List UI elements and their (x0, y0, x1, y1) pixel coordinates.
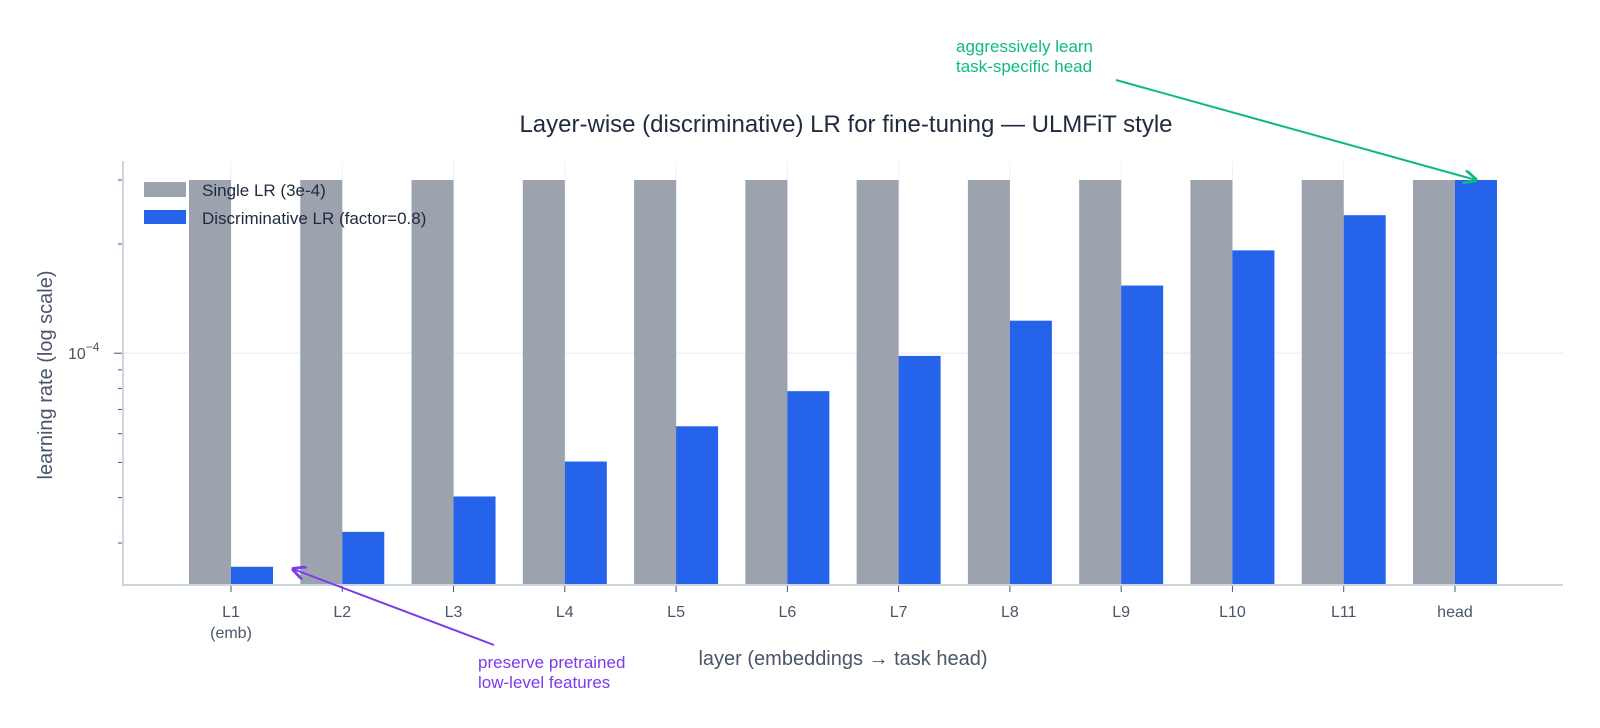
x-ticks: L1 (emb) L2 L3 L4 L5 L6 L7 L8 L9 L10 L11 head (210, 586, 1473, 642)
bar-discriminative-lr[interactable] (1343, 215, 1386, 585)
legend-swatch-discriminative (144, 210, 186, 224)
axes (122, 161, 1563, 586)
x-axis-title: layer (embeddings → task head) (698, 648, 987, 670)
x-tick-label: L10 (1219, 604, 1246, 621)
bar-single-lr[interactable] (300, 180, 343, 585)
bar-single-lr[interactable] (522, 180, 565, 585)
legend-item-discriminative-lr[interactable]: Discriminative LR (factor=0.8) (144, 209, 426, 228)
x-tick-label: L9 (1112, 604, 1130, 621)
bars (189, 180, 1497, 585)
bar-single-lr[interactable] (967, 180, 1010, 585)
x-tick-label: L11 (1331, 604, 1357, 621)
x-tick-label: L2 (333, 604, 351, 621)
legend-label-discriminative: Discriminative LR (factor=0.8) (202, 209, 426, 228)
bar-discriminative-lr[interactable] (231, 566, 273, 585)
y-axis-title: learning rate (log scale) (35, 271, 57, 480)
annotation-emb-line2: low-level features (478, 673, 610, 692)
annotation-head: aggressively learn task-specific head (956, 37, 1476, 180)
x-tick-label: L7 (890, 604, 908, 621)
annotation-emb-line1: preserve pretrained (478, 653, 625, 672)
legend-item-single-lr[interactable]: Single LR (3e-4) (144, 181, 326, 200)
bar-discriminative-lr[interactable] (1009, 320, 1052, 585)
bar-single-lr[interactable] (856, 180, 899, 585)
legend-swatch-single (144, 182, 186, 197)
bar-discriminative-lr[interactable] (342, 531, 385, 585)
annotation-head-arrow (1115, 79, 1476, 180)
bar-discriminative-lr[interactable] (1121, 285, 1164, 585)
y-ticks: 10−4 (68, 179, 122, 544)
annotation-head-line2: task-specific head (956, 57, 1092, 76)
chart-title: Layer-wise (discriminative) LR for fine-… (519, 111, 1172, 138)
annotation-emb-arrow (293, 569, 495, 646)
x-tick-label: L8 (1001, 604, 1019, 621)
x-tick-label: L1 (222, 604, 240, 621)
bar-single-lr[interactable] (1301, 180, 1344, 585)
bar-discriminative-lr[interactable] (1454, 180, 1497, 585)
x-tick-sublabel: (emb) (210, 625, 252, 642)
bar-discriminative-lr[interactable] (564, 461, 607, 585)
x-tick-label: L6 (778, 604, 796, 621)
bar-discriminative-lr[interactable] (898, 355, 941, 585)
bar-discriminative-lr[interactable] (787, 391, 830, 585)
y-tick-label: 10−4 (68, 340, 100, 363)
bar-discriminative-lr[interactable] (453, 496, 496, 585)
bar-single-lr[interactable] (1079, 180, 1122, 585)
bar-single-lr[interactable] (745, 180, 788, 585)
x-tick-label: head (1437, 604, 1473, 621)
x-tick-label: L5 (667, 604, 685, 621)
x-tick-label: L4 (556, 604, 574, 621)
annotation-head-line1: aggressively learn (956, 37, 1093, 56)
legend-label-single: Single LR (3e-4) (202, 181, 326, 200)
bar-single-lr[interactable] (189, 180, 231, 585)
bar-single-lr[interactable] (634, 180, 677, 585)
bar-single-lr[interactable] (1190, 180, 1233, 585)
bar-discriminative-lr[interactable] (676, 426, 719, 585)
x-tick-label: L3 (445, 604, 463, 621)
bar-discriminative-lr[interactable] (1232, 250, 1275, 585)
bar-single-lr[interactable] (1412, 180, 1455, 585)
annotation-emb: preserve pretrained low-level features (293, 569, 625, 692)
bar-single-lr[interactable] (411, 180, 454, 585)
legend: Single LR (3e-4) Discriminative LR (fact… (144, 181, 426, 228)
